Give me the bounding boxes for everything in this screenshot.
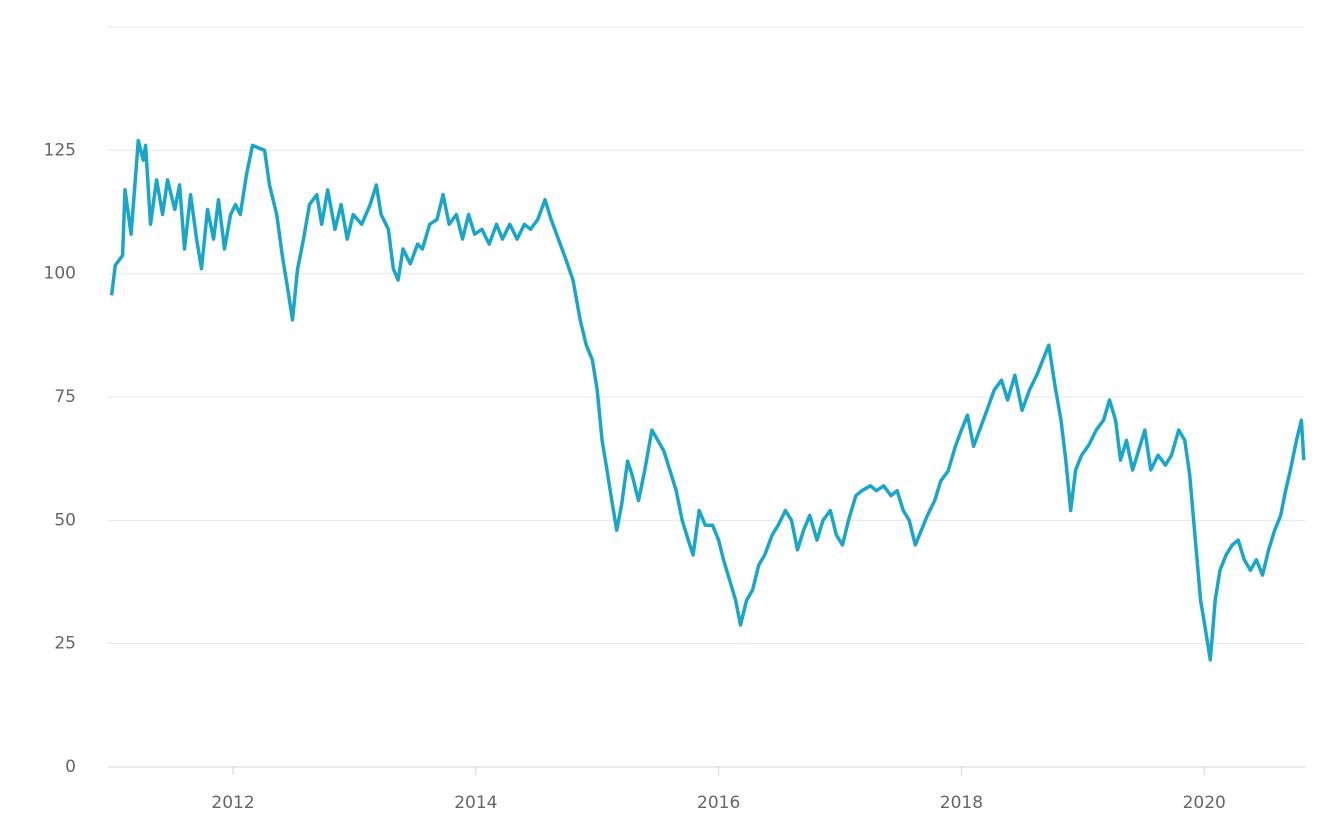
y-tick-label: 25 — [54, 634, 76, 654]
x-tick-label: 2014 — [454, 793, 497, 813]
y-tick-label: 125 — [44, 140, 76, 160]
y-tick-label: 50 — [54, 510, 76, 530]
x-tick-label: 2020 — [1183, 793, 1226, 813]
y-tick-label: 100 — [44, 264, 76, 284]
x-tick-label: 2012 — [211, 793, 254, 813]
data-line — [109, 138, 1306, 662]
y-tick-label: 0 — [65, 757, 76, 777]
x-tick-label: 2016 — [697, 793, 740, 813]
x-tick-label: 2018 — [940, 793, 983, 813]
y-tick-label: 75 — [54, 387, 76, 407]
